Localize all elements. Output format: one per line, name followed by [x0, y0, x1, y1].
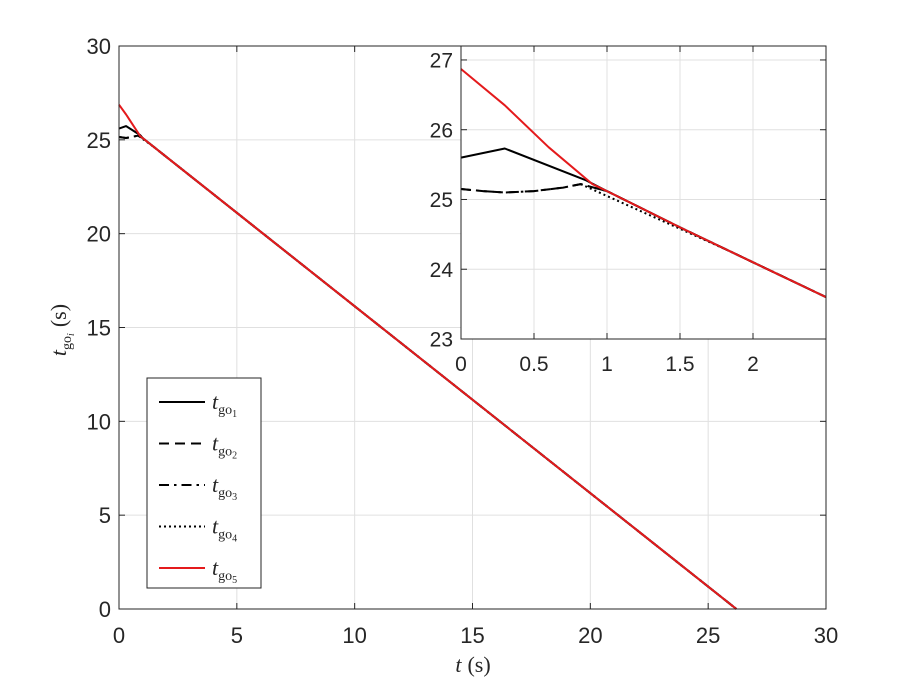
- legend-label: tgo4: [212, 514, 237, 545]
- legend-item: tgo2: [159, 431, 237, 462]
- y-tick-label: 15: [87, 315, 111, 340]
- x-tick-label: 10: [342, 623, 366, 648]
- x-tick-label: 1: [601, 353, 613, 376]
- series-line-t_go5: [460, 68, 827, 299]
- y-tick-label: 30: [87, 34, 111, 59]
- y-tick-label: 5: [99, 503, 111, 528]
- legend-label: tgo1: [212, 389, 237, 420]
- legend-box: [146, 377, 262, 589]
- legend-item: tgo1: [159, 389, 237, 420]
- main-series: [118, 104, 738, 610]
- y-tick-label: 25: [430, 189, 453, 212]
- legend-item: tgo4: [159, 514, 237, 545]
- x-axis-label: t (s): [455, 652, 490, 677]
- y-tick-label: 0: [99, 597, 111, 622]
- legend-label: tgo2: [212, 431, 237, 462]
- x-tick-label: 1.5: [665, 353, 694, 376]
- x-tick-label: 5: [231, 623, 243, 648]
- x-tick-label: 0: [455, 353, 467, 376]
- legend-label: tgo5: [212, 555, 237, 586]
- series-line-t_go5: [118, 104, 738, 610]
- legend-label: tgo3: [212, 472, 237, 503]
- series-line-t_go2: [460, 183, 827, 299]
- x-tick-label: 2: [747, 353, 759, 376]
- x-tick-label: 0: [113, 623, 125, 648]
- series-line-t_go3: [118, 134, 738, 610]
- legend: tgo1 tgo2 tgo3 tgo4 tgo5: [146, 377, 262, 589]
- x-tick-label: 15: [460, 623, 484, 648]
- y-tick-label: 24: [430, 259, 454, 282]
- inset-axes-frame: [460, 45, 827, 340]
- y-tick-label: 23: [430, 329, 453, 352]
- x-tick-label: 0.5: [519, 353, 548, 376]
- y-tick-label: 20: [87, 222, 111, 247]
- y-tick-label: 25: [87, 128, 111, 153]
- y-tick-label: 27: [430, 50, 453, 73]
- legend-item: tgo5: [159, 555, 237, 586]
- inset-series: [460, 68, 827, 299]
- x-tick-label: 25: [696, 623, 720, 648]
- x-tick-label: 20: [578, 623, 602, 648]
- y-tick-label: 26: [430, 119, 453, 142]
- x-tick-label: 30: [814, 623, 838, 648]
- inset-ticks: 0 0.5 1 1.5 2 23 24 25 26 27: [430, 46, 826, 376]
- y-tick-label: 10: [87, 409, 111, 434]
- legend-item: tgo3: [159, 472, 237, 503]
- inset-axes: 0 0.5 1 1.5 2 23 24 25 26 27: [430, 45, 827, 376]
- y-axis-label: tgoi(s): [46, 304, 77, 356]
